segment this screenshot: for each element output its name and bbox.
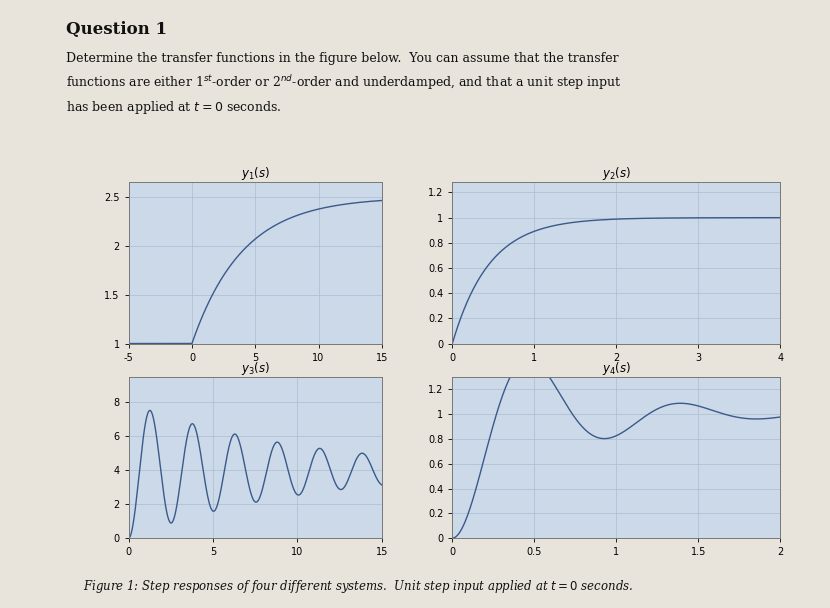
Text: Determine the transfer functions in the figure below.  You can assume that the t: Determine the transfer functions in the … (66, 52, 622, 116)
Text: Question 1: Question 1 (66, 21, 168, 38)
Title: $y_3(s)$: $y_3(s)$ (241, 360, 270, 377)
Title: $y_4(s)$: $y_4(s)$ (602, 360, 631, 377)
Title: $y_2(s)$: $y_2(s)$ (602, 165, 631, 182)
Title: $y_1(s)$: $y_1(s)$ (241, 165, 270, 182)
Text: Figure 1: Step responses of four different systems.  Unit step input applied at : Figure 1: Step responses of four differe… (83, 578, 633, 595)
